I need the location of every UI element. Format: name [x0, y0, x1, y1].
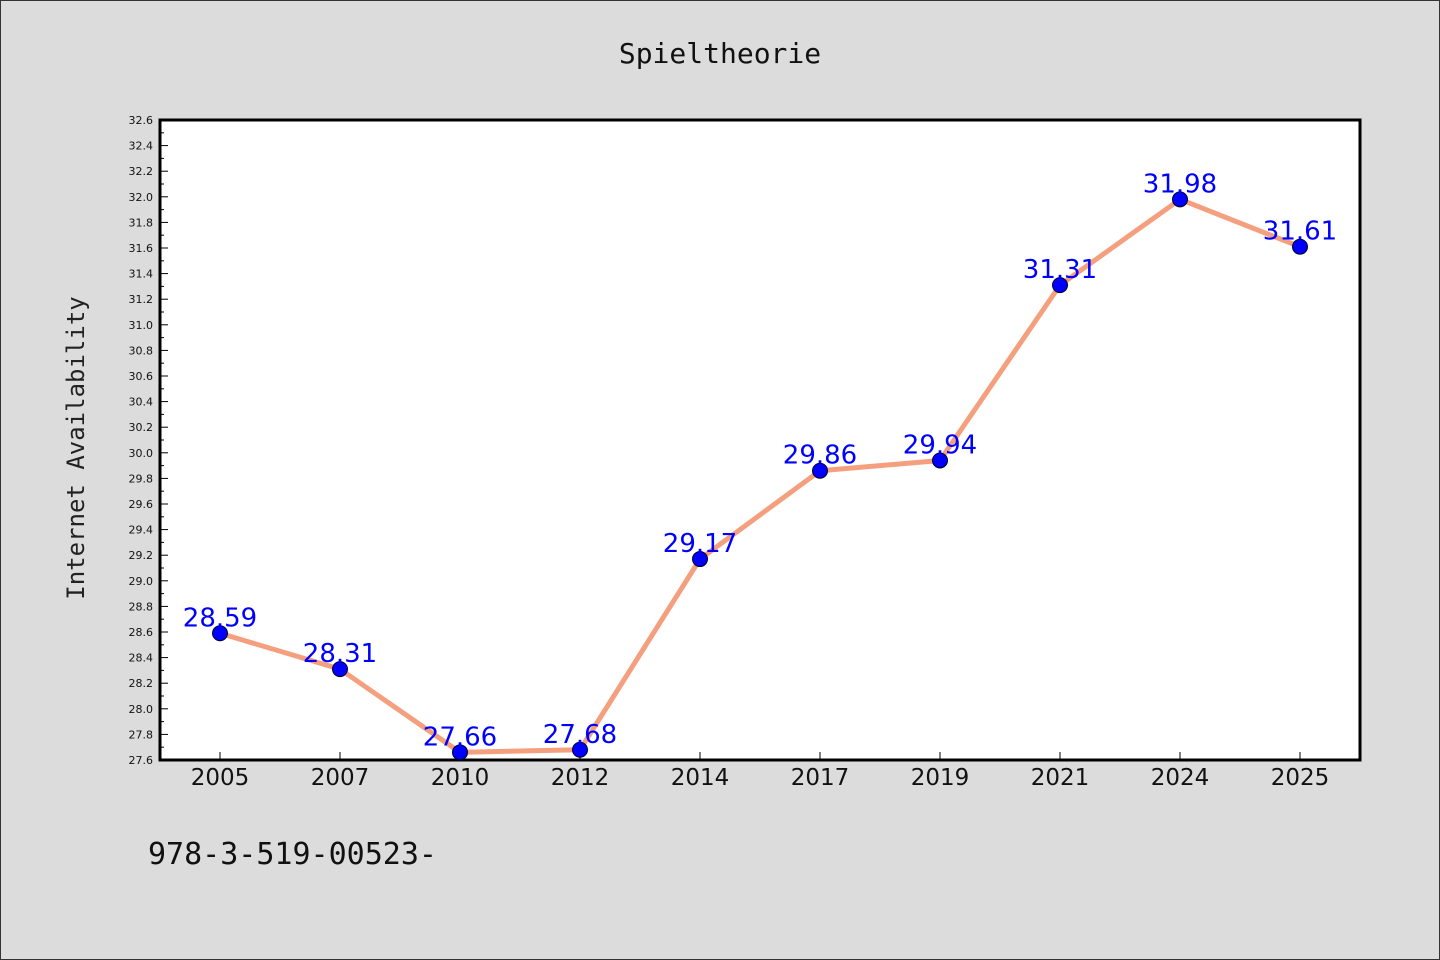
- x-tick-label: 2021: [1031, 765, 1090, 791]
- x-tick-label: 2007: [311, 765, 370, 791]
- y-tick-label: 32.4: [129, 140, 154, 153]
- data-point: [1172, 191, 1188, 208]
- data-label: 29.86: [783, 441, 857, 471]
- data-point: [1292, 238, 1308, 255]
- data-label: 27.66: [423, 722, 497, 752]
- x-tick-label: 2014: [671, 765, 730, 791]
- x-tick-label: 2019: [911, 765, 970, 791]
- data-label: 31.98: [1143, 169, 1217, 199]
- data-point: [572, 741, 588, 758]
- data-point: [332, 661, 348, 678]
- data-point: [932, 452, 948, 469]
- data-label: 29.17: [663, 529, 737, 559]
- data-labels: 28.59 28.31 27.66 27.68 29.17 29.86 29.94 31.31…: [183, 169, 1337, 752]
- y-tick-label: 27.6: [129, 754, 154, 767]
- y-tick-label: 31.2: [129, 293, 154, 306]
- data-label: 28.31: [303, 639, 377, 669]
- y-tick-label: 28.0: [129, 703, 154, 716]
- y-axis-label: Internet Availability: [62, 296, 90, 599]
- chart-title: Spieltheorie: [619, 37, 821, 70]
- y-tick-label: 29.0: [129, 575, 154, 588]
- y-tick-label: 30.6: [129, 370, 154, 383]
- x-axis-ticks: 2005 2007 2010 2012 2014 2017 2019 2021 2024 2025: [191, 752, 1330, 791]
- x-tick-label: 2010: [431, 765, 490, 791]
- y-tick-label: 30.8: [129, 344, 154, 357]
- data-point: [1052, 277, 1068, 294]
- y-tick-label: 28.2: [129, 677, 154, 690]
- data-point: [692, 551, 708, 568]
- y-tick-label: 28.6: [129, 626, 154, 639]
- plot-area: [158, 118, 1362, 762]
- data-label: 31.61: [1263, 217, 1337, 247]
- y-tick-label: 27.8: [129, 728, 154, 741]
- y-tick-label: 29.8: [129, 472, 154, 485]
- y-tick-label: 31.0: [129, 319, 154, 332]
- data-point: [452, 744, 468, 761]
- y-tick-label: 32.0: [129, 191, 154, 204]
- y-tick-label: 31.6: [129, 242, 154, 255]
- x-tick-label: 2017: [791, 765, 850, 791]
- data-point: [812, 462, 828, 479]
- y-tick-label: 29.4: [129, 524, 154, 537]
- data-point: [212, 625, 228, 642]
- footnote: 978-3-519-00523-: [148, 837, 437, 872]
- y-tick-label: 32.2: [129, 165, 154, 178]
- x-tick-label: 2012: [551, 765, 610, 791]
- y-tick-label: 28.8: [129, 600, 154, 613]
- y-tick-label: 29.2: [129, 549, 154, 562]
- x-tick-label: 2005: [191, 765, 250, 791]
- y-tick-label: 32.6: [129, 114, 154, 127]
- y-tick-label: 28.4: [129, 652, 154, 665]
- series-line: [217, 196, 1303, 755]
- y-tick-label: 31.4: [129, 268, 154, 281]
- y-tick-label: 30.0: [129, 447, 154, 460]
- y-tick-label: 30.2: [129, 421, 154, 434]
- series-markers: [212, 191, 1308, 761]
- y-tick-label: 31.8: [129, 216, 154, 229]
- y-tick-label: 29.6: [129, 498, 154, 511]
- data-label: 29.94: [903, 430, 977, 460]
- data-label: 31.31: [1023, 255, 1097, 285]
- x-tick-label: 2025: [1271, 765, 1330, 791]
- x-tick-label: 2024: [1151, 765, 1210, 791]
- y-tick-label: 30.4: [129, 396, 154, 409]
- data-label: 28.59: [183, 603, 257, 633]
- data-label: 27.68: [543, 720, 617, 750]
- y-axis-ticks: 27.6 27.8 28.0 28.2 28.4 28.6 28.8 29.0 29.2 29.4…: [129, 114, 168, 767]
